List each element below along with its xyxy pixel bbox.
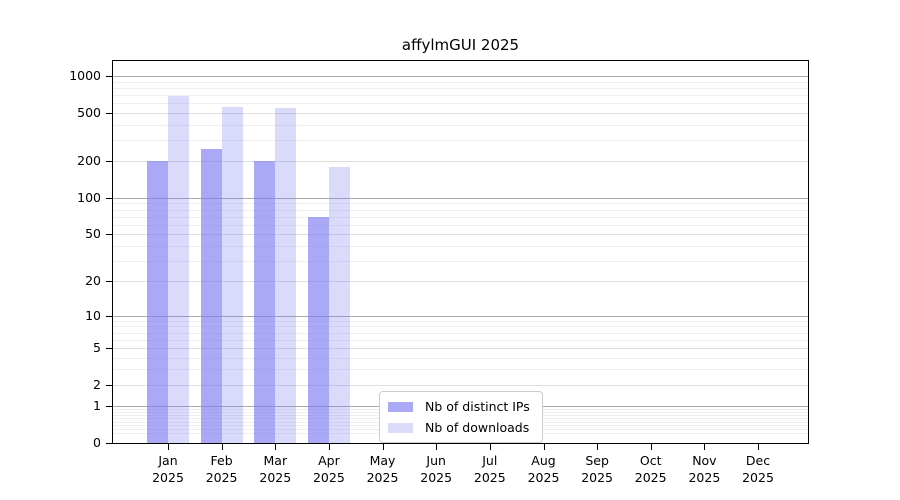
y-gridline (113, 197, 808, 199)
x-tick (597, 444, 599, 450)
x-tick (436, 444, 438, 450)
y-gridline-minor (113, 103, 808, 104)
x-tick-label: Jun 2025 (420, 453, 453, 485)
y-gridline (113, 315, 808, 317)
y-gridline-minor (113, 124, 808, 126)
x-tick-label: Nov 2025 (688, 453, 721, 485)
y-gridline (113, 161, 808, 163)
x-tick (489, 444, 491, 450)
y-tick (106, 315, 112, 317)
x-tick-label: Oct 2025 (634, 453, 667, 485)
y-gridline-minor (113, 203, 808, 205)
legend-swatch-distinct-ips-icon (388, 401, 413, 412)
y-tick-label: 500 (77, 104, 101, 120)
y-gridline-minor (113, 94, 808, 96)
legend: Nb of distinct IPs Nb of downloads (379, 391, 543, 443)
y-tick-label: 0 (93, 435, 101, 450)
bar-distinct-ips (147, 161, 168, 443)
y-tick-label: 50 (85, 226, 101, 242)
x-tick-label: May 2025 (366, 453, 399, 485)
y-gridline-minor (113, 357, 808, 359)
y-gridline (113, 112, 808, 114)
y-tick-label: 20 (85, 273, 101, 289)
y-gridline (113, 384, 808, 386)
x-tick (221, 444, 223, 450)
y-gridline-minor (113, 216, 808, 218)
y-tick-label: 2 (93, 376, 101, 392)
x-tick-label: Sep 2025 (581, 453, 613, 485)
legend-swatch-downloads-icon (388, 422, 413, 433)
y-tick (106, 281, 112, 283)
legend-item-downloads: Nb of downloads (388, 419, 533, 436)
legend-label-downloads: Nb of downloads (425, 419, 530, 435)
y-gridline-minor (113, 245, 808, 247)
y-gridline-minor (113, 326, 808, 328)
y-gridline (113, 75, 808, 77)
y-gridline-minor (113, 224, 808, 226)
x-tick (382, 444, 384, 450)
x-tick (168, 444, 169, 450)
y-tick-label: 10 (85, 307, 101, 323)
y-tick-label: 1 (93, 398, 101, 414)
chart-title: affylmGUI 2025 (401, 36, 520, 54)
bar-distinct-ips (200, 149, 222, 443)
y-gridline (113, 234, 808, 236)
x-tick (328, 444, 330, 450)
bar-downloads (221, 106, 243, 443)
x-tick (543, 444, 545, 450)
y-tick (106, 75, 112, 77)
y-gridline-minor (113, 139, 808, 141)
y-tick-label: 5 (93, 339, 101, 355)
x-tick-label: Jul 2025 (473, 453, 506, 485)
y-tick (106, 112, 112, 114)
y-gridline (113, 347, 808, 349)
y-tick (106, 161, 112, 163)
y-tick-label: 1000 (69, 67, 101, 83)
y-tick (106, 197, 112, 199)
legend-label-distinct-ips: Nb of distinct IPs (425, 398, 530, 414)
bar-distinct-ips (307, 216, 329, 443)
y-gridline-minor (113, 209, 808, 211)
x-tick-label: Mar 2025 (259, 453, 292, 485)
legend-item-distinct-ips: Nb of distinct IPs (388, 398, 533, 415)
y-gridline-minor (113, 87, 808, 89)
y-tick (106, 406, 112, 408)
y-gridline-minor (113, 81, 808, 83)
x-tick (758, 444, 759, 450)
x-tick (275, 444, 277, 450)
bar-downloads (168, 95, 189, 443)
bar-distinct-ips (254, 161, 276, 443)
plot-area: Nb of distinct IPs Nb of downloads 1000 5… (69, 60, 809, 485)
y-tick (106, 384, 112, 386)
y-gridline-minor (113, 369, 808, 371)
y-tick-label: 200 (77, 153, 101, 169)
x-tick-label: Jan 2025 (152, 453, 184, 485)
y-gridline (113, 281, 808, 283)
y-gridline-minor (113, 339, 808, 341)
y-tick (106, 443, 112, 444)
bar-downloads (275, 108, 297, 443)
y-tick (106, 234, 112, 236)
y-gridline-minor (113, 332, 808, 334)
y-tick (106, 347, 112, 349)
x-tick (650, 444, 652, 450)
y-tick-label: 100 (77, 189, 101, 205)
bar-downloads (328, 166, 350, 443)
y-gridline-minor (113, 320, 808, 322)
x-tick-label: Apr 2025 (312, 453, 345, 485)
y-gridline-minor (113, 260, 808, 262)
x-tick (704, 444, 706, 450)
x-tick-label: Feb 2025 (205, 453, 238, 485)
x-tick-label: Dec 2025 (742, 453, 774, 485)
x-tick-label: Aug 2025 (527, 453, 560, 485)
